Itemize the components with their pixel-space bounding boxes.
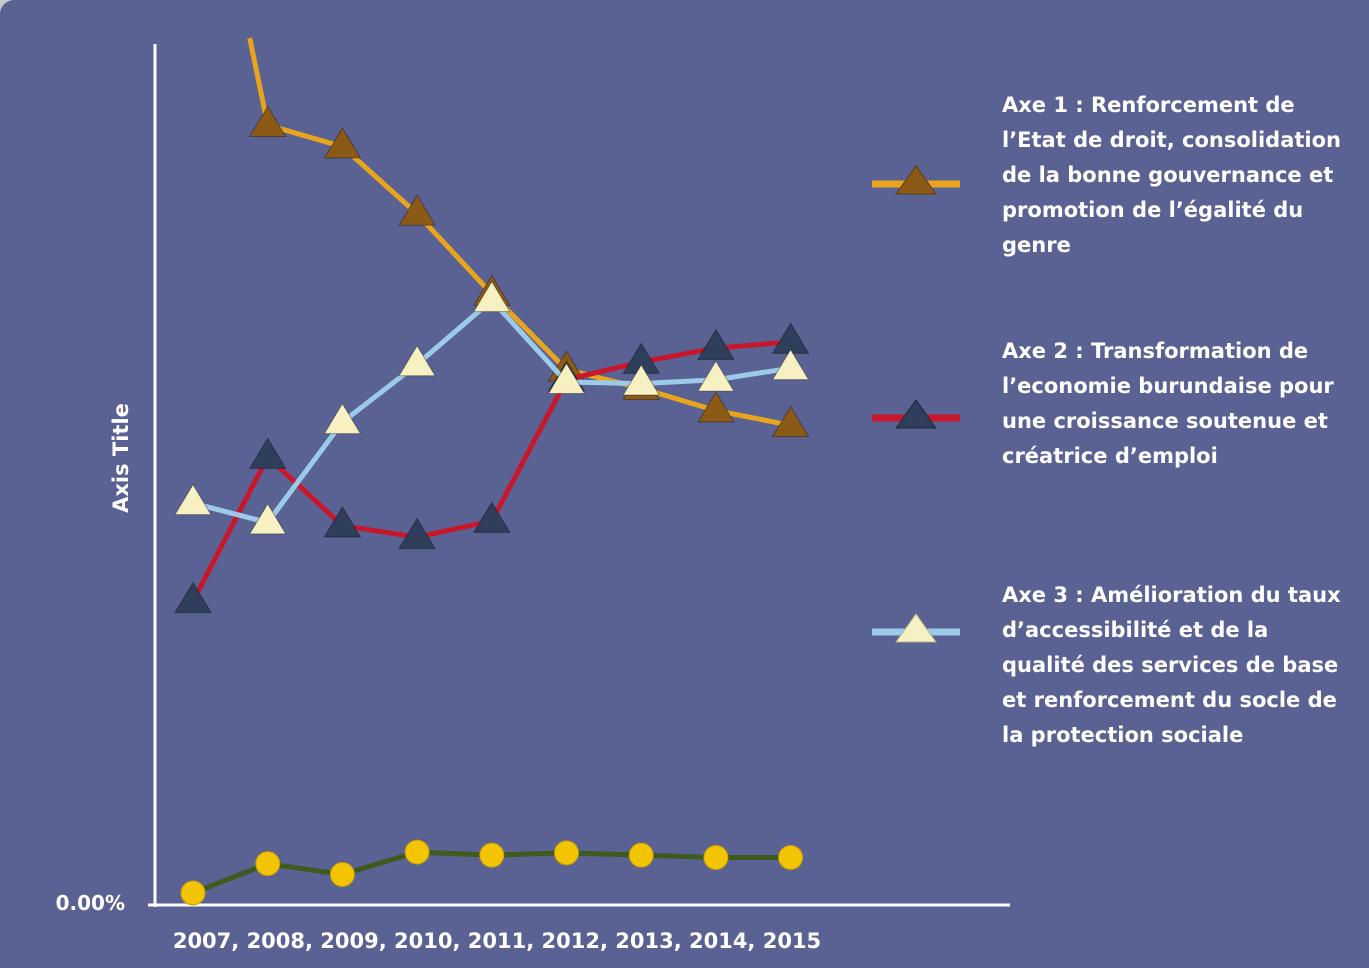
- legend-swatch-axe-2: [872, 399, 960, 429]
- series-layer: [174, 37, 810, 906]
- series-1-point-2010: [398, 194, 436, 226]
- series-2-point-2014: [697, 328, 735, 360]
- series-3-point-2009: [323, 402, 362, 435]
- series-4-point-2015: [778, 844, 804, 870]
- series-4: [180, 839, 804, 906]
- axes: 0.00% Axis Title 2007, 2008, 2009, 2010,…: [56, 44, 1010, 953]
- series-4-point-2010: [404, 839, 430, 865]
- series-1-point-2008: [248, 105, 287, 137]
- series-1-point-2009: [323, 127, 362, 159]
- series-2-point-2008: [248, 437, 287, 469]
- series-3-point-2007: [174, 483, 212, 516]
- series-3-point-2011: [472, 280, 511, 313]
- series-4-point-2007: [180, 880, 206, 906]
- series-4-point-2008: [255, 851, 281, 877]
- series-3-point-2012: [547, 362, 586, 394]
- y-axis-title: Axis Title: [109, 403, 133, 513]
- series-3-point-2008: [248, 502, 287, 535]
- legend-swatch-axe-1: [872, 165, 960, 195]
- series-2-point-2009: [323, 506, 362, 538]
- series-2-point-2010: [398, 517, 436, 550]
- legend-label-axe-3: Axe 3 : Amélioration du taux d’accessibi…: [1002, 583, 1341, 747]
- series-3-point-2014: [697, 360, 735, 392]
- series-3: [174, 280, 810, 535]
- series-4-point-2013: [628, 842, 654, 868]
- series-1-point-2015: [771, 405, 810, 438]
- y-tick-label: 0.00%: [56, 891, 125, 915]
- series-2-point-2007: [174, 581, 212, 614]
- legend-label-axe-2: Axe 2 : Transformation de l’economie bur…: [1002, 339, 1334, 468]
- legend-label-axe-1: Axe 1 : Renforcement de l’Etat de droit,…: [1002, 93, 1341, 257]
- legend-swatch-axe-3: [872, 613, 960, 643]
- series-1-line: [247, 37, 792, 428]
- series-3-line: [192, 297, 791, 526]
- series-4-point-2014: [703, 844, 729, 870]
- series-1-point-2014: [697, 391, 735, 423]
- series-4-point-2012: [554, 840, 579, 866]
- series-3-point-2010: [398, 344, 436, 377]
- series-3-point-2013: [622, 364, 661, 396]
- series-4-point-2011: [479, 842, 505, 868]
- series-2-point-2011: [472, 501, 511, 533]
- series-3-point-2015: [771, 348, 810, 381]
- x-axis-category-label: 2007, 2008, 2009, 2010, 2011, 2012, 2013…: [173, 929, 821, 953]
- series-4-point-2009: [329, 861, 355, 887]
